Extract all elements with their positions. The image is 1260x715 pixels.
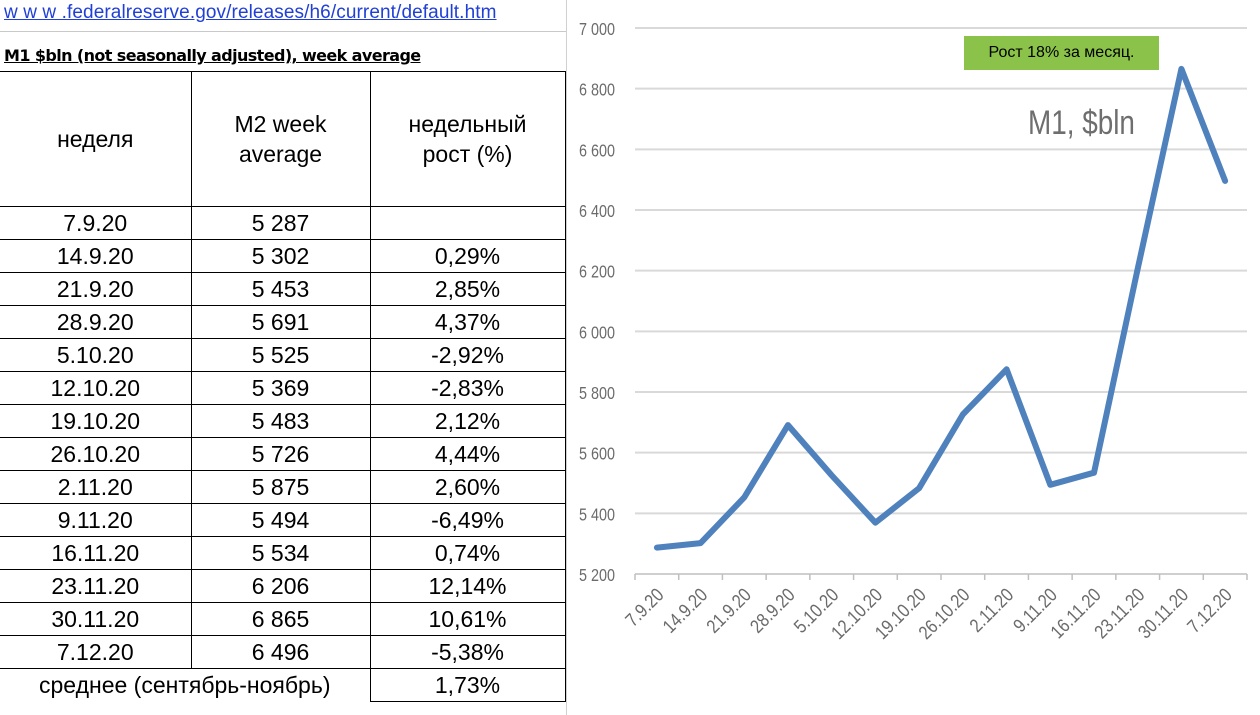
table-row: 5.10.20 5 525 -2,92% [0,338,566,372]
cell-average: 5 453 [190,272,371,306]
table-row: 26.10.20 5 726 4,44% [0,437,566,471]
chart-title: M1, $bln [1028,104,1135,142]
x-tick-label: 30.11.20 [1134,584,1193,643]
header-week: неделя [0,71,192,207]
cell-week: 9.11.20 [0,503,192,537]
cell-average: 5 875 [190,470,371,504]
cell-growth: 2,12% [369,404,566,438]
table-row: 7.12.20 6 496 -5,38% [0,635,566,669]
cell-average: 5 534 [190,536,371,570]
cell-growth: 4,44% [369,437,566,471]
x-tick-label: 14.9.20 [658,584,711,637]
cell-growth: 0,29% [369,239,566,273]
cell-week: 14.9.20 [0,239,192,273]
cell-average: 5 691 [190,305,371,339]
cell-average: 5 726 [190,437,371,471]
cell-week: 2.11.20 [0,470,192,504]
table-row: 2.11.20 5 875 2,60% [0,470,566,504]
cell-average: 6 496 [190,635,371,669]
y-tick-label: 6 400 [579,202,615,222]
x-axis-tick-marks [634,574,1248,580]
table-row: 28.9.20 5 691 4,37% [0,305,566,339]
cell-growth: -5,38% [369,635,566,669]
y-tick-label: 6 000 [579,323,615,343]
cell-growth: -2,83% [369,371,566,405]
cell-growth [369,206,566,240]
table-row: 14.9.20 5 302 0,29% [0,239,566,273]
header-average: M2 week average [190,71,371,207]
cell-growth: 0,74% [369,536,566,570]
cell-week: 19.10.20 [0,404,192,438]
cell-week: 28.9.20 [0,305,192,339]
cell-average: 5 369 [190,371,371,405]
header-divider [0,31,566,32]
series-line-m1 [653,65,1229,551]
footer-label: среднее (сентябрь-ноябрь) [0,668,371,702]
data-table: неделя M2 week average недельный рост (%… [0,71,566,702]
y-tick-label: 5 800 [579,384,615,404]
header-growth: недельный рост (%) [369,71,566,207]
y-tick-label: 5 600 [579,444,615,464]
cell-week: 7.12.20 [0,635,192,669]
x-tick-label: 7.12.20 [1183,584,1236,637]
x-tick-label: 2.11.20 [965,584,1018,637]
grid-lines [635,27,1247,575]
y-tick-label: 6 600 [579,141,615,161]
cell-growth: 4,37% [369,305,566,339]
y-axis-ticks: 5 200 5 400 5 600 5 800 6 000 6 200 6 400 6 600… [579,20,615,586]
cell-average: 5 525 [190,338,371,372]
x-axis-labels: 7.9.2014.9.2021.9.2028.9.205.10.2012.10.… [621,584,1236,644]
y-tick-label: 5 200 [579,566,615,586]
cell-growth: -6,49% [369,503,566,537]
cell-week: 23.11.20 [0,569,192,603]
cell-growth: 10,61% [369,602,566,636]
cell-average: 6 206 [190,569,371,603]
cell-average: 5 287 [190,206,371,240]
cell-week: 12.10.20 [0,371,192,405]
y-tick-label: 7 000 [579,20,615,40]
y-tick-label: 6 800 [579,80,615,100]
cell-week: 7.9.20 [0,206,192,240]
table-row: 21.9.20 5 453 2,85% [0,272,566,306]
data-panel: w w w .federalreserve.gov/releases/h6/cu… [0,0,566,715]
cell-week: 16.11.20 [0,536,192,570]
y-tick-label: 5 400 [579,505,615,525]
cell-average: 5 494 [190,503,371,537]
cell-week: 30.11.20 [0,602,192,636]
x-tick-label: 28.9.20 [746,584,799,637]
cell-week: 21.9.20 [0,272,192,306]
annotation-box [964,36,1159,70]
cell-growth: -2,92% [369,338,566,372]
y-tick-label: 6 200 [579,262,615,282]
table-row: 9.11.20 5 494 -6,49% [0,503,566,537]
cell-growth: 2,60% [369,470,566,504]
table-row: 23.11.20 6 206 12,14% [0,569,566,603]
cell-growth: 2,85% [369,272,566,306]
cell-average: 6 865 [190,602,371,636]
m1-line-chart: 5 200 5 400 5 600 5 800 6 000 6 200 6 400 6 600… [579,20,1248,644]
table-row: 12.10.20 5 369 -2,83% [0,371,566,405]
panel-divider [566,0,567,715]
table-row: 7.9.20 5 287 [0,206,566,240]
table-row: 16.11.20 5 534 0,74% [0,536,566,570]
cell-week: 26.10.20 [0,437,192,471]
growth-annotation: Рост 18% за месяц. [988,44,1135,61]
cell-average: 5 483 [190,404,371,438]
table-header-row: неделя M2 week average недельный рост (%… [0,71,566,207]
table-row: 30.11.20 6 865 10,61% [0,602,566,636]
cell-week: 5.10.20 [0,338,192,372]
source-link[interactable]: w w w .federalreserve.gov/releases/h6/cu… [4,2,497,23]
table-subtitle: M1 $bln (not seasonally adjusted), week … [4,46,421,65]
table-row: 19.10.20 5 483 2,12% [0,404,566,438]
table-footer-row: среднее (сентябрь-ноябрь) 1,73% [0,668,566,702]
cell-growth: 12,14% [369,569,566,603]
footer-value: 1,73% [369,668,566,702]
x-tick-label: 21.9.20 [702,584,755,637]
cell-average: 5 302 [190,239,371,273]
